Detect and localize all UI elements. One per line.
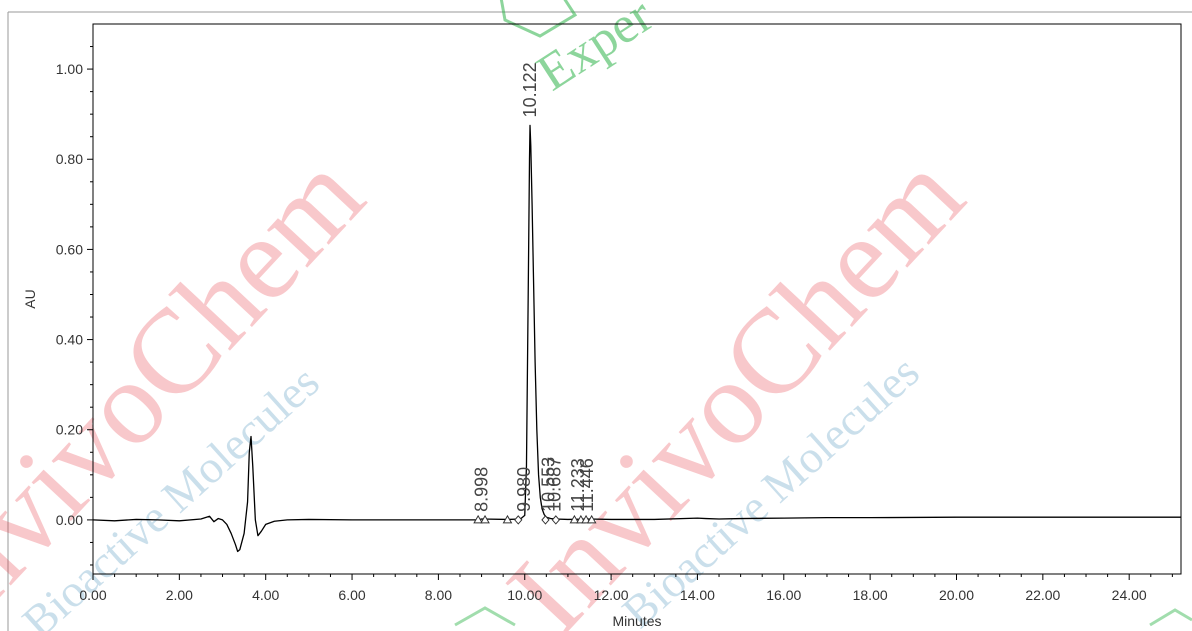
peak-marker-diamond — [541, 515, 550, 525]
peak-label: 8.998 — [471, 467, 491, 512]
x-axis-label: Minutes — [612, 613, 661, 629]
x-tick-label: 4.00 — [252, 587, 279, 603]
peak-marker-triangle — [581, 514, 591, 524]
y-tick-label: 1.00 — [56, 61, 83, 77]
peak-marker-triangle — [502, 514, 513, 524]
y-tick-label: 0.20 — [56, 422, 83, 438]
x-tick-label: 6.00 — [338, 587, 365, 603]
y-tick-label: 0.40 — [56, 332, 83, 348]
peak-label: 10.122 — [520, 62, 540, 117]
peak-label: 9.980 — [514, 467, 534, 512]
peak-label: 11.446 — [577, 458, 597, 512]
x-tick-label: 2.00 — [166, 587, 193, 603]
x-tick-label: 18.00 — [853, 587, 888, 603]
chromatogram-trace — [92, 124, 1181, 553]
y-tick-label: 0.60 — [56, 241, 83, 257]
x-tick-label: 22.00 — [1025, 587, 1060, 603]
plot-frame — [92, 23, 1182, 575]
peak-marker-triangle — [569, 514, 580, 524]
peak-label: 11.233 — [568, 458, 588, 512]
x-tick-label: 8.00 — [425, 587, 452, 603]
peak-marker-triangle — [586, 514, 597, 524]
watermark-bottom-hex-right — [1149, 608, 1192, 627]
y-tick-label: 0.00 — [56, 512, 83, 528]
peak-marker-triangle — [473, 514, 483, 524]
y-tick-label: 0.80 — [56, 151, 83, 167]
peak-marker-triangle — [480, 514, 490, 524]
peak-label: 10.687 — [544, 457, 564, 512]
peak-marker-diamond — [551, 515, 560, 525]
x-tick-label: 0.00 — [79, 587, 106, 603]
peak-marker-diamond — [514, 515, 523, 525]
x-tick-label: 20.00 — [939, 587, 974, 603]
peak-label: 10.553 — [539, 457, 559, 512]
y-axis-label: AU — [22, 289, 38, 308]
x-tick-label: 24.00 — [1112, 587, 1147, 603]
watermark-bottom-hex-left — [454, 606, 516, 627]
x-tick-label: 10.00 — [507, 587, 542, 603]
x-tick-label: 14.00 — [680, 587, 715, 603]
plot-area: 0.00 2.00 4.00 6.00 8.00 10.00 12.00 14.00 16.00… — [22, 23, 1182, 629]
x-tick-label: 16.00 — [766, 587, 801, 603]
x-tick-label: 12.00 — [594, 587, 629, 603]
